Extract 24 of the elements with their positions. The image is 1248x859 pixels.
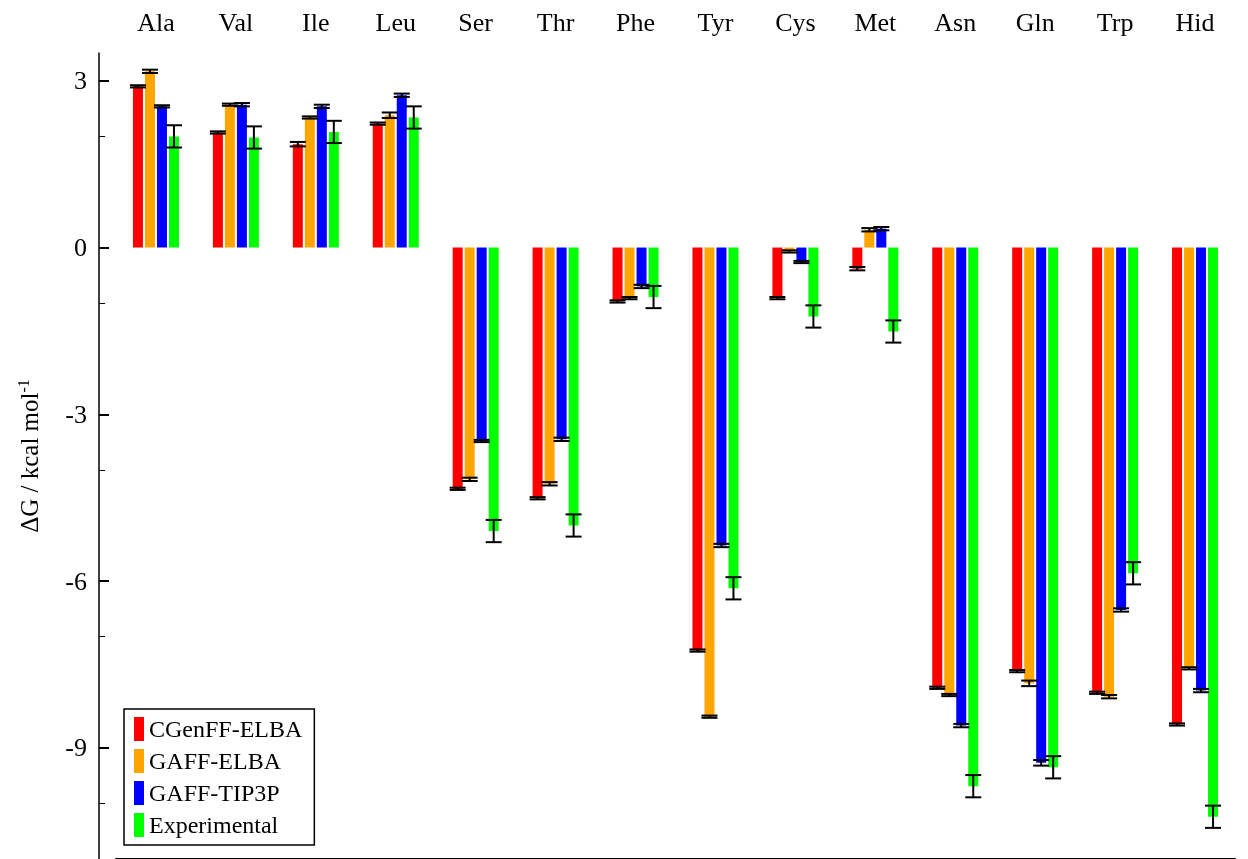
- legend-label: Experimental: [149, 812, 279, 838]
- y-axis-title: ΔG / kcal mol-1: [14, 379, 43, 533]
- x-tick-label: Ser: [458, 7, 494, 37]
- x-tick-label: Met: [854, 7, 898, 37]
- x-tick-label: Cys: [775, 7, 816, 37]
- x-tick-label: Tyr: [697, 7, 734, 37]
- legend-label: GAFF-ELBA: [149, 748, 282, 774]
- legend-label: GAFF-TIP3P: [149, 780, 280, 806]
- x-tick-label: Asn: [934, 7, 977, 37]
- x-tick-label: Val: [218, 7, 254, 37]
- y-tick-label: -3: [65, 399, 87, 429]
- y-tick-label: -6: [65, 566, 87, 596]
- x-tick-label: Ala: [137, 7, 176, 37]
- y-tick-label: 0: [74, 233, 87, 263]
- x-tick-label: Phe: [616, 7, 656, 37]
- x-tick-label: Trp: [1096, 7, 1134, 37]
- legend-label: CGenFF-ELBA: [149, 716, 304, 742]
- y-tick-label: -9: [65, 733, 87, 763]
- y-tick-label: 3: [74, 66, 87, 96]
- x-tick-label: Gln: [1015, 7, 1055, 37]
- x-tick-label: Leu: [375, 7, 416, 37]
- x-tick-label: Thr: [536, 7, 575, 37]
- x-tick-label: Ile: [302, 7, 330, 37]
- x-tick-label: Hid: [1175, 7, 1215, 37]
